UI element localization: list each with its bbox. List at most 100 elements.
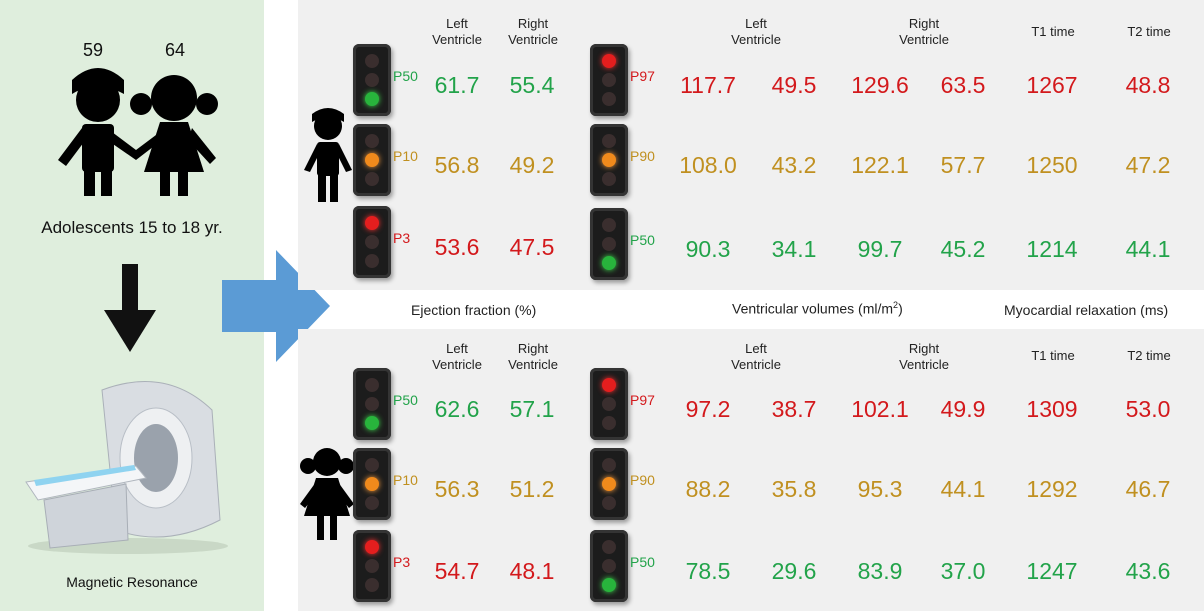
lamp bbox=[602, 540, 616, 554]
boys-ef-rv-value: 47.5 bbox=[509, 234, 555, 260]
boys-ef-lv-value: 56.8 bbox=[434, 152, 480, 178]
lamp bbox=[602, 153, 616, 167]
boys-t2-header: T2 time bbox=[1127, 24, 1171, 39]
boys-vol-traffic-light-0 bbox=[590, 44, 628, 116]
boys-vol-lv1-value: 90.3 bbox=[685, 236, 731, 262]
lamp bbox=[602, 92, 616, 106]
lamp bbox=[602, 477, 616, 491]
girls-ef-lv-value: 54.7 bbox=[434, 558, 480, 584]
lamp bbox=[365, 477, 379, 491]
girls-ef-rv-value: 48.1 bbox=[509, 558, 555, 584]
girls-t1-value: 1292 bbox=[1026, 476, 1078, 502]
boys-vol-lv2-value: 34.1 bbox=[771, 236, 817, 262]
girls-vol-traffic-light-2 bbox=[590, 530, 628, 602]
boys-vol-percentile: P90 bbox=[630, 148, 655, 164]
lamp bbox=[365, 397, 379, 411]
lamp bbox=[602, 559, 616, 573]
girls-ef-rv-value: 57.1 bbox=[509, 396, 555, 422]
boys-vol-lv1-value: 117.7 bbox=[680, 72, 736, 98]
girls-ef-lv-value: 62.6 bbox=[434, 396, 480, 422]
girls-vol-rv2-value: 49.9 bbox=[940, 396, 986, 422]
boys-ef-lv-header: Left Ventricle bbox=[432, 16, 482, 47]
girls-ef-traffic-light-0 bbox=[353, 368, 391, 440]
girls-t1-value: 1247 bbox=[1026, 558, 1078, 584]
girls-vol-lv2-value: 29.6 bbox=[771, 558, 817, 584]
lamp bbox=[365, 458, 379, 472]
lamp bbox=[602, 237, 616, 251]
lamp bbox=[365, 235, 379, 249]
girls-ef-percentile: P3 bbox=[393, 554, 411, 570]
boys-vol-lv2-value: 49.5 bbox=[771, 72, 817, 98]
lamp bbox=[602, 578, 616, 592]
girls-t1-value: 1309 bbox=[1026, 396, 1078, 422]
girls-vol-lv1-value: 78.5 bbox=[685, 558, 731, 584]
boys-t2-value: 44.1 bbox=[1125, 236, 1171, 262]
boys-ef-percentile: P3 bbox=[393, 230, 411, 246]
boys-vol-rv2-value: 63.5 bbox=[940, 72, 986, 98]
girls-ef-rv-value: 51.2 bbox=[509, 476, 555, 502]
lamp bbox=[602, 218, 616, 232]
lamp bbox=[602, 496, 616, 510]
girls-ef-lv-header: Left Ventricle bbox=[432, 341, 482, 372]
lamp bbox=[365, 496, 379, 510]
lamp bbox=[365, 134, 379, 148]
boys-vol-lv1-value: 108.0 bbox=[679, 152, 737, 178]
girls-vol-lv2-value: 35.8 bbox=[771, 476, 817, 502]
lamp bbox=[602, 458, 616, 472]
ejection-fraction-label: Ejection fraction (%) bbox=[411, 302, 537, 318]
boys-ef-percentile: P10 bbox=[393, 148, 418, 164]
girls-vol-rv2-value: 37.0 bbox=[940, 558, 986, 584]
girls-vol-traffic-light-0 bbox=[590, 368, 628, 440]
lamp bbox=[365, 172, 379, 186]
boys-ef-rv-value: 55.4 bbox=[509, 72, 555, 98]
boys-vol-percentile: P50 bbox=[630, 232, 655, 248]
lamp bbox=[365, 216, 379, 230]
boy-icon bbox=[304, 108, 352, 202]
lamp bbox=[602, 378, 616, 392]
girl-icon bbox=[300, 448, 354, 540]
boys-vol-rv2-value: 45.2 bbox=[940, 236, 986, 262]
boys-vol-rv1-value: 122.1 bbox=[851, 152, 909, 178]
girls-vol-lv2-value: 38.7 bbox=[771, 396, 817, 422]
lamp bbox=[602, 172, 616, 186]
lamp bbox=[365, 378, 379, 392]
boys-vol-rv-header: Right Ventricle bbox=[899, 16, 949, 47]
group-label: Adolescents 15 to 18 yr. bbox=[41, 218, 223, 237]
boys-t1-value: 1214 bbox=[1026, 236, 1078, 262]
boys-ef-lv-value: 61.7 bbox=[434, 72, 480, 98]
boys-vol-rv1-value: 99.7 bbox=[857, 236, 903, 262]
boys-ef-rv-value: 49.2 bbox=[509, 152, 555, 178]
boys-vol-rv1-value: 129.6 bbox=[851, 72, 909, 98]
girls-vol-rv1-value: 83.9 bbox=[857, 558, 903, 584]
lamp bbox=[365, 92, 379, 106]
girls-t1-header: T1 time bbox=[1031, 348, 1075, 363]
boys-ef-percentile: P50 bbox=[393, 68, 418, 84]
lamp bbox=[602, 416, 616, 430]
myocardial-relaxation-label: Myocardial relaxation (ms) bbox=[1004, 302, 1169, 318]
girls-ef-rv-header: Right Ventricle bbox=[508, 341, 558, 372]
girls-vol-rv1-value: 102.1 bbox=[851, 396, 909, 422]
mri-scanner-icon bbox=[25, 381, 228, 554]
girls-vol-rv2-value: 44.1 bbox=[940, 476, 986, 502]
boys-vol-lv2-value: 43.2 bbox=[771, 152, 817, 178]
ventricular-volumes-label: Ventricular volumes (ml/m2) bbox=[732, 300, 903, 317]
device-label: Magnetic Resonance bbox=[66, 574, 198, 590]
girls-vol-percentile: P50 bbox=[630, 554, 655, 570]
boys-vol-lv-header: Left Ventricle bbox=[731, 16, 781, 47]
lamp bbox=[365, 254, 379, 268]
boys-t1-header: T1 time bbox=[1031, 24, 1075, 39]
boys-ef-traffic-light-1 bbox=[353, 124, 391, 196]
lamp bbox=[365, 73, 379, 87]
girls-ef-traffic-light-2 bbox=[353, 530, 391, 602]
boys-t1-value: 1267 bbox=[1026, 72, 1078, 98]
lamp bbox=[365, 54, 379, 68]
down-arrow-icon bbox=[104, 264, 156, 352]
lamp bbox=[365, 540, 379, 554]
lamp bbox=[365, 416, 379, 430]
girls-vol-lv-header: Left Ventricle bbox=[731, 341, 781, 372]
girls-ef-percentile: P50 bbox=[393, 392, 418, 408]
girls-t2-value: 46.7 bbox=[1125, 476, 1171, 502]
girls-vol-rv-header: Right Ventricle bbox=[899, 341, 949, 372]
girl-count: 64 bbox=[165, 40, 186, 60]
boy-count: 59 bbox=[83, 40, 104, 60]
